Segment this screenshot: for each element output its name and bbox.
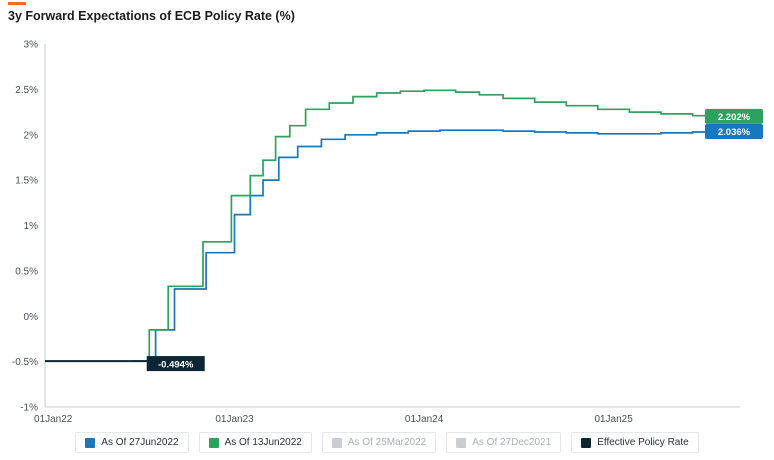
y-tick-label: 2.5% xyxy=(15,85,38,96)
legend-item-25mar2022[interactable]: As Of 25Mar2022 xyxy=(321,432,437,453)
y-tick-label: 1% xyxy=(24,221,39,232)
series-end-label: 2.036% xyxy=(718,127,751,138)
value-label-box xyxy=(146,356,205,372)
legend-swatch-gray-1 xyxy=(331,437,342,448)
legend-label: As Of 27Dec2021 xyxy=(472,437,552,448)
value-label: -0.494% xyxy=(158,360,194,371)
series-line xyxy=(131,89,741,362)
series-line xyxy=(146,129,741,362)
x-tick-label: 01Jan25 xyxy=(594,414,633,425)
legend-label: As Of 27Jun2022 xyxy=(101,437,179,448)
legend-item-27jun2022[interactable]: As Of 27Jun2022 xyxy=(75,432,189,453)
legend-item-13jun2022[interactable]: As Of 13Jun2022 xyxy=(198,432,312,453)
chart-title: 3y Forward Expectations of ECB Policy Ra… xyxy=(8,9,295,23)
legend-label: Effective Policy Rate xyxy=(597,437,689,448)
y-tick-label: -0.5% xyxy=(12,357,38,368)
legend-label: As Of 13Jun2022 xyxy=(224,437,302,448)
y-tick-label: 2% xyxy=(24,130,39,141)
legend-item-effective-policy-rate[interactable]: Effective Policy Rate xyxy=(571,432,699,453)
x-tick-label: 01Jan22 xyxy=(34,414,73,425)
legend: As Of 27Jun2022 As Of 13Jun2022 As Of 25… xyxy=(0,432,774,453)
series-end-label-box xyxy=(705,123,763,139)
legend-item-27dec2021[interactable]: As Of 27Dec2021 xyxy=(446,432,562,453)
y-tick-label: 0.5% xyxy=(15,266,38,277)
y-tick-label: 1.5% xyxy=(15,176,38,187)
y-tick-label: -1% xyxy=(20,403,38,414)
series-end-label-box xyxy=(705,108,763,124)
series-end-label: 2.202% xyxy=(718,112,751,123)
brand-accent-bar xyxy=(8,2,26,5)
legend-swatch-green xyxy=(208,437,219,448)
legend-swatch-blue xyxy=(85,437,96,448)
y-tick-label: 0% xyxy=(24,312,39,323)
legend-swatch-dark xyxy=(581,437,592,448)
y-tick-label: 3% xyxy=(24,40,39,51)
x-tick-label: 01Jan24 xyxy=(405,414,444,425)
legend-swatch-gray-2 xyxy=(456,437,467,448)
legend-label: As Of 25Mar2022 xyxy=(347,437,427,448)
x-tick-label: 01Jan23 xyxy=(215,414,254,425)
